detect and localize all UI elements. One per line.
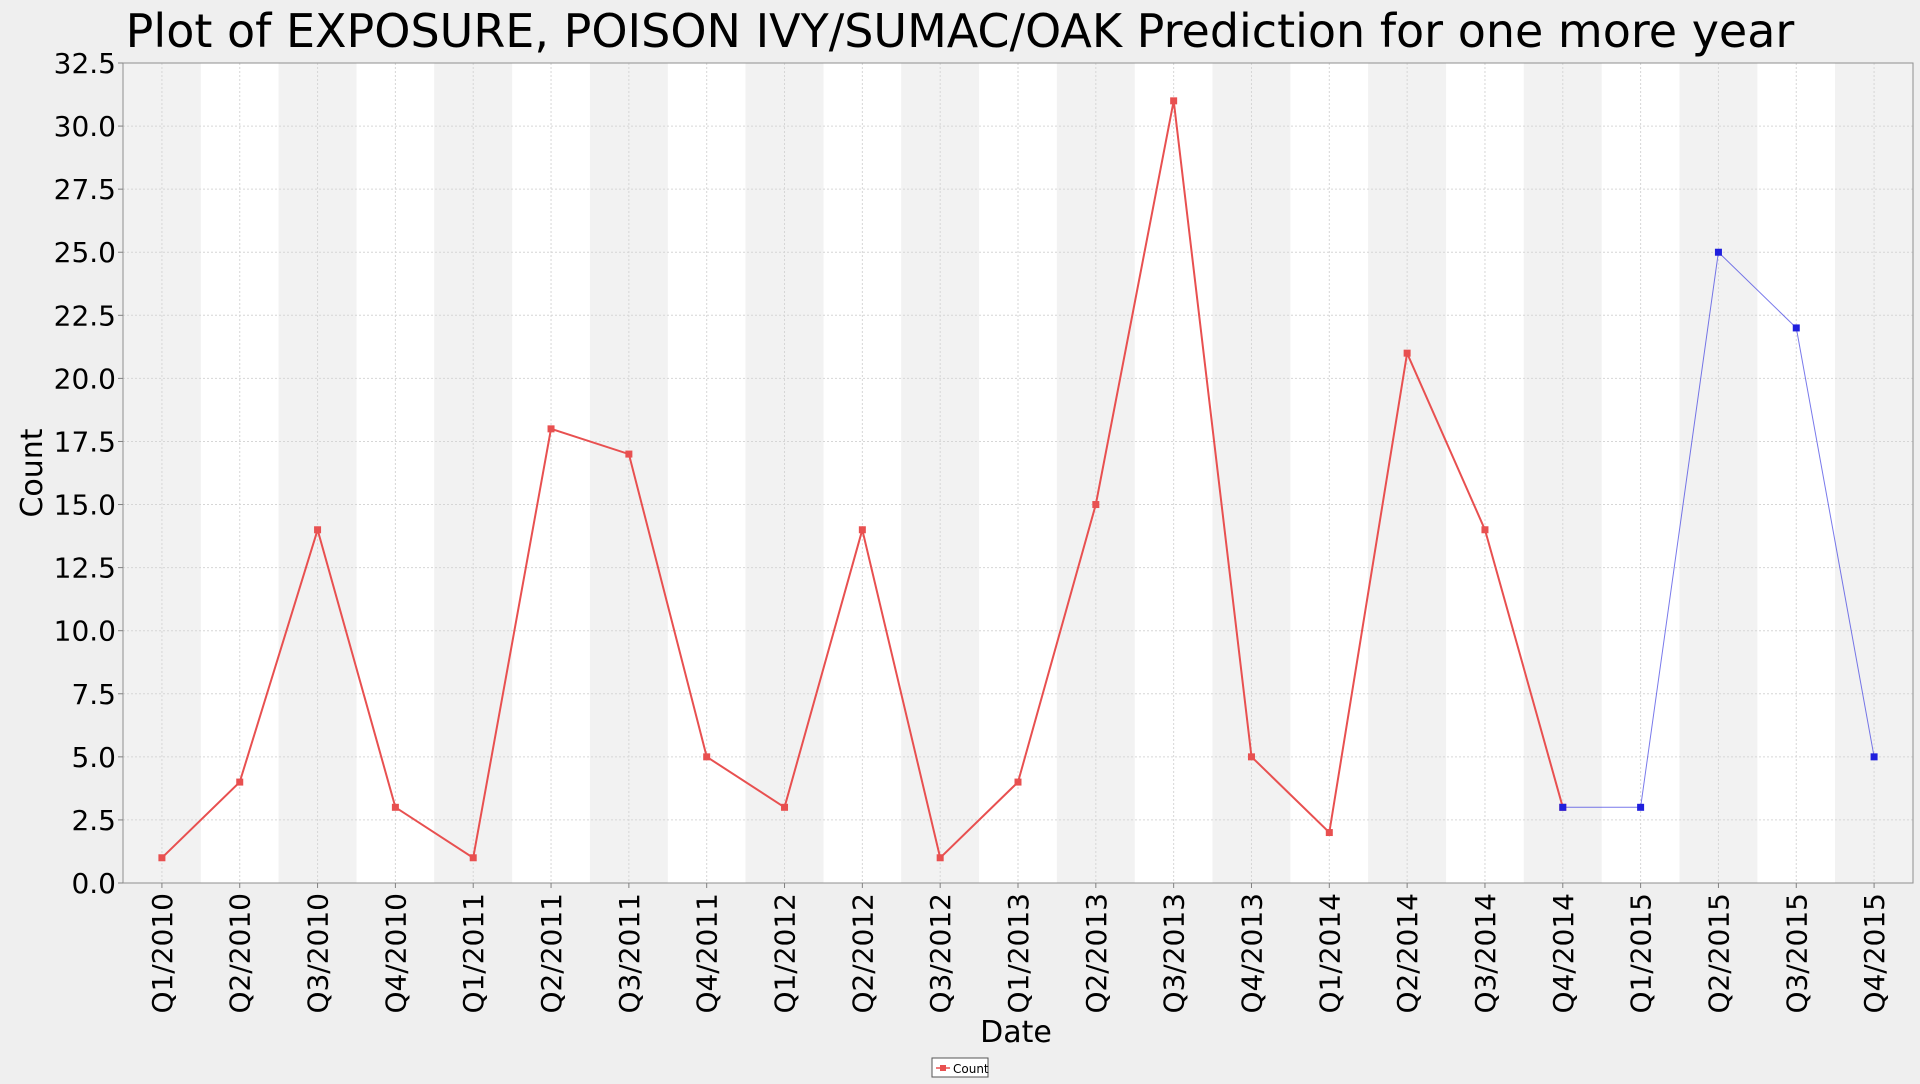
chart-title: Plot of EXPOSURE, POISON IVY/SUMAC/OAK P… bbox=[126, 4, 1795, 58]
x-tick-label: Q4/2015 bbox=[1858, 893, 1891, 1014]
x-tick-label: Q2/2013 bbox=[1080, 893, 1113, 1014]
data-point bbox=[314, 526, 322, 534]
x-tick-label: Q2/2015 bbox=[1702, 893, 1735, 1014]
data-point bbox=[1792, 324, 1800, 332]
y-tick-label: 2.5 bbox=[71, 804, 116, 837]
x-tick-label: Q1/2013 bbox=[1002, 893, 1035, 1014]
y-tick-label: 27.5 bbox=[54, 173, 116, 206]
y-tick-label: 7.5 bbox=[71, 678, 116, 711]
data-point bbox=[391, 803, 399, 811]
x-tick-label: Q3/2015 bbox=[1780, 893, 1813, 1014]
data-point bbox=[936, 854, 944, 862]
x-tick-label: Q3/2011 bbox=[613, 893, 646, 1014]
legend-swatch-marker bbox=[940, 1065, 946, 1071]
x-tick-label: Q2/2010 bbox=[224, 893, 257, 1014]
x-tick-label: Q3/2013 bbox=[1158, 893, 1191, 1014]
x-tick-label: Q1/2010 bbox=[146, 893, 179, 1014]
x-tick-label: Q3/2010 bbox=[302, 893, 335, 1014]
data-point bbox=[1092, 501, 1100, 509]
x-tick-label: Q2/2012 bbox=[846, 893, 879, 1014]
x-axis-label: Date bbox=[980, 1015, 1052, 1050]
data-point bbox=[469, 854, 477, 862]
y-tick-label: 15.0 bbox=[54, 489, 116, 522]
y-tick-label: 20.0 bbox=[54, 362, 116, 395]
y-tick-label: 17.5 bbox=[54, 425, 116, 458]
x-tick-label: Q3/2012 bbox=[924, 893, 957, 1014]
y-tick-label: 30.0 bbox=[54, 110, 116, 143]
y-tick-label: 32.5 bbox=[54, 47, 116, 80]
legend: Count bbox=[931, 1057, 989, 1078]
data-point bbox=[236, 778, 244, 786]
data-point bbox=[547, 425, 555, 433]
data-point bbox=[781, 803, 789, 811]
y-tick-label: 22.5 bbox=[54, 299, 116, 332]
y-tick-label: 0.0 bbox=[71, 867, 116, 900]
x-tick-label: Q1/2015 bbox=[1625, 893, 1658, 1014]
data-point bbox=[1403, 349, 1411, 357]
x-tick-label: Q4/2011 bbox=[691, 893, 724, 1014]
x-tick-label: Q4/2010 bbox=[379, 893, 412, 1014]
data-point bbox=[858, 526, 866, 534]
data-point bbox=[625, 450, 633, 458]
x-tick-label: Q2/2014 bbox=[1391, 893, 1424, 1014]
x-tick-label: Q4/2014 bbox=[1547, 893, 1580, 1014]
legend-label: Count bbox=[953, 1062, 989, 1076]
data-point bbox=[1870, 753, 1878, 761]
y-tick-label: 5.0 bbox=[71, 741, 116, 774]
y-tick-label: 10.0 bbox=[54, 615, 116, 648]
y-tick-label: 12.5 bbox=[54, 552, 116, 585]
data-point bbox=[1637, 803, 1645, 811]
data-point bbox=[1247, 753, 1255, 761]
data-point bbox=[1559, 803, 1567, 811]
y-axis-label: Count bbox=[15, 428, 50, 517]
data-point bbox=[1014, 778, 1022, 786]
data-point bbox=[1481, 526, 1489, 534]
x-tick-label: Q1/2011 bbox=[457, 893, 490, 1014]
data-point bbox=[1714, 248, 1722, 256]
y-tick-label: 25.0 bbox=[54, 236, 116, 269]
x-tick-label: Q4/2013 bbox=[1235, 893, 1268, 1014]
x-tick-label: Q1/2014 bbox=[1313, 893, 1346, 1014]
x-tick-label: Q2/2011 bbox=[535, 893, 568, 1014]
x-tick-label: Q3/2014 bbox=[1469, 893, 1502, 1014]
data-point bbox=[158, 854, 166, 862]
data-point bbox=[703, 753, 711, 761]
data-point bbox=[1325, 829, 1333, 837]
data-point bbox=[1170, 97, 1178, 105]
legend-box bbox=[931, 1057, 989, 1078]
x-tick-label: Q1/2012 bbox=[769, 893, 802, 1014]
